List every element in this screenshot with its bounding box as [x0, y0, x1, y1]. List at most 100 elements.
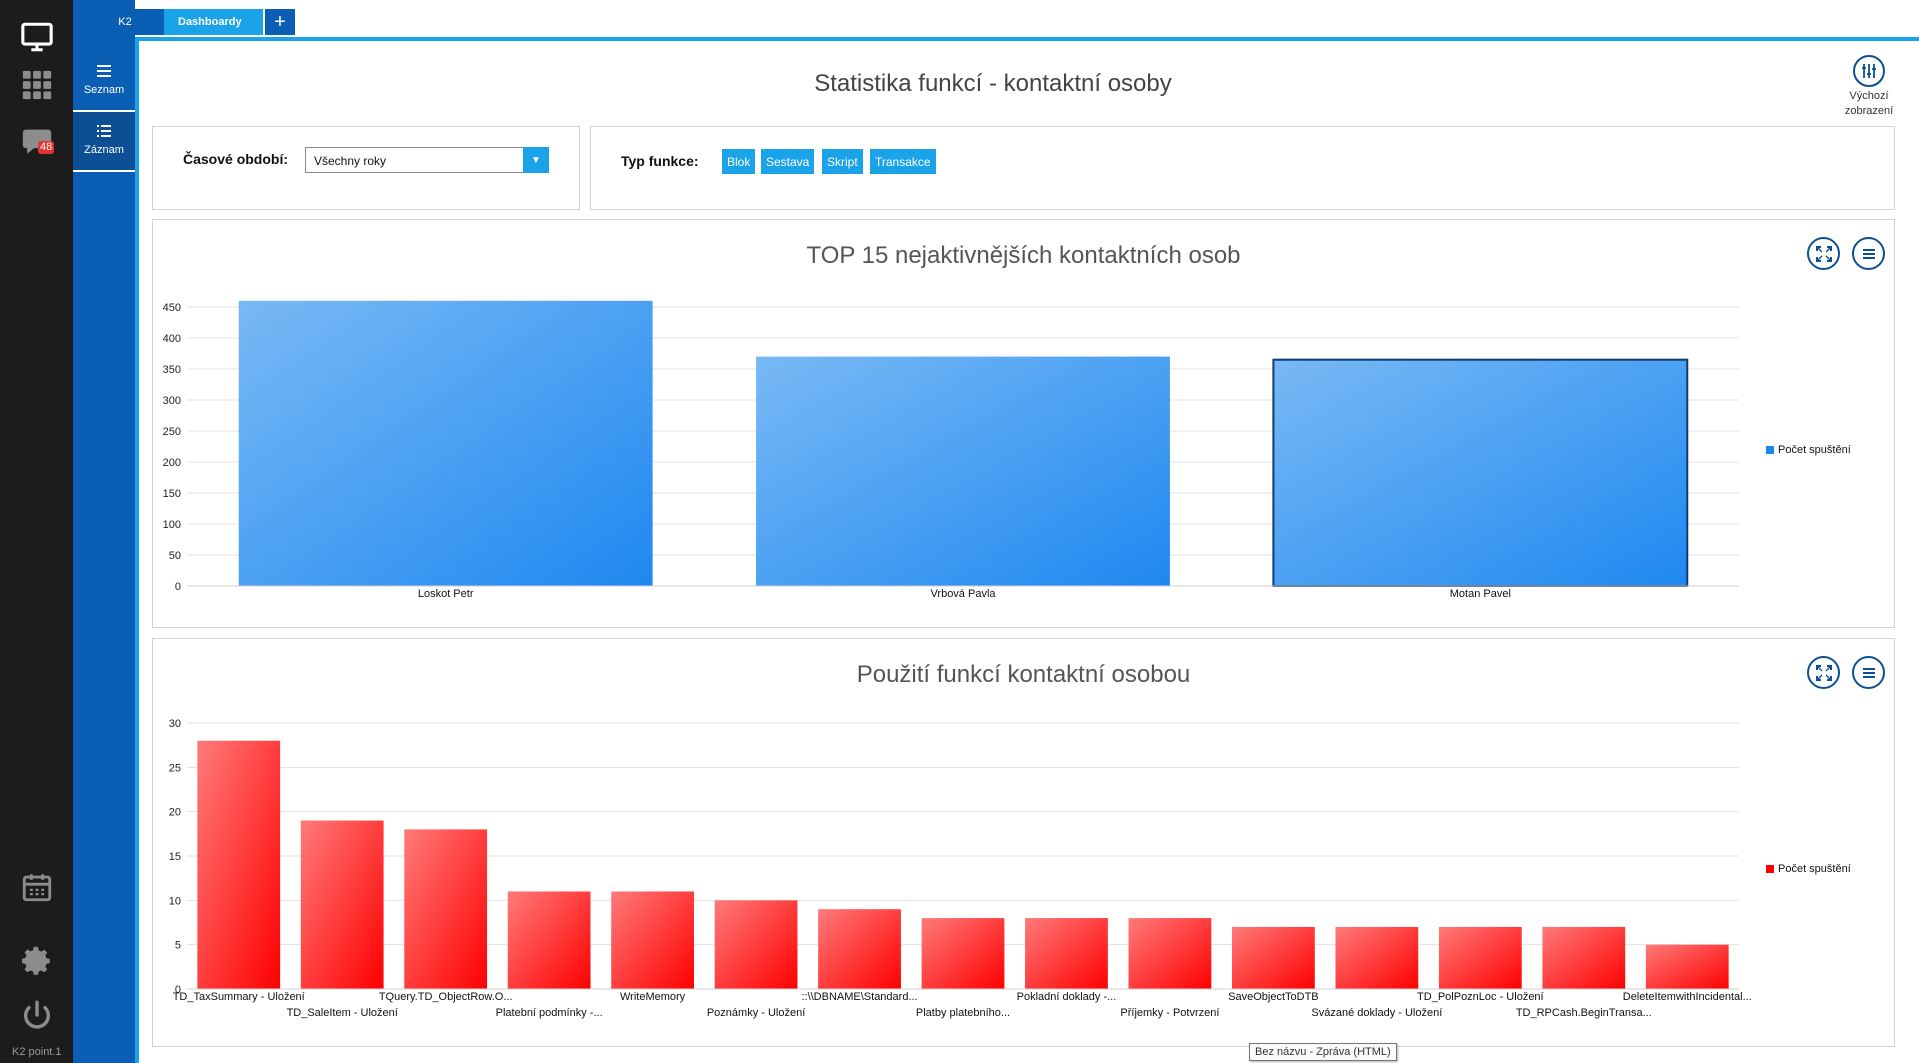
chart-function-usage-plot: 0 5 10 15 20 25 30 TD_TaxSummary - Uložení TD_Sa… — [169, 718, 1752, 1019]
default-view-label: zobrazení — [1844, 105, 1894, 117]
x-tick-label: DeleteItemwithIncidental... — [1623, 991, 1752, 1003]
chart-menu-button[interactable] — [1852, 237, 1885, 270]
x-tick-label: Vrbová Pavla — [930, 588, 996, 600]
chart-title: Použití funkcí kontaktní osobou — [856, 661, 1191, 688]
chart-legend[interactable]: Počet spuštění — [1766, 444, 1851, 456]
divider — [73, 170, 135, 172]
y-tick-label: 5 — [175, 940, 181, 952]
divider — [73, 110, 135, 112]
bar[interactable] — [1542, 926, 1626, 989]
y-tick-label: 350 — [163, 364, 181, 376]
bar[interactable] — [238, 300, 653, 586]
x-tick-label: SaveObjectToDTB — [1228, 991, 1318, 1003]
y-tick-label: 10 — [169, 895, 181, 907]
bar[interactable] — [507, 891, 591, 989]
type-chip-blok[interactable]: Blok — [722, 149, 756, 174]
bar[interactable] — [197, 740, 281, 989]
tab-k2[interactable]: K2 — [86, 9, 164, 35]
y-tick-label: 100 — [163, 519, 181, 531]
x-tick-label: Motan Pavel — [1450, 588, 1511, 600]
period-label: Časové období: — [183, 151, 289, 167]
y-tick-label: 400 — [163, 333, 181, 345]
period-filter-panel: Časové období: Všechny roky ▼ — [152, 126, 580, 210]
bar[interactable] — [404, 829, 488, 989]
x-tick-label: Pokladní doklady -... — [1017, 991, 1117, 1003]
calendar-icon[interactable] — [18, 868, 56, 906]
bar[interactable] — [1438, 926, 1522, 989]
type-label: Typ funkce: — [621, 153, 699, 169]
x-tick-label: TD_RPCash.BeginTransa... — [1516, 1007, 1652, 1019]
sliders-icon — [1853, 55, 1885, 87]
period-select[interactable]: Všechny roky ▼ — [305, 147, 549, 173]
chart-top15-panel: TOP 15 nejaktivnějších kontaktních osob … — [152, 219, 1895, 628]
tab-bar: K2 Dashboardy + — [86, 9, 295, 35]
gear-icon[interactable] — [18, 942, 56, 980]
taskbar-tooltip: Bez názvu - Zpráva (HTML) — [1249, 1043, 1397, 1061]
x-tick-label: ::\\DBNAME\Standard... — [801, 991, 917, 1003]
chart-legend[interactable]: Počet spuštění — [1766, 863, 1851, 875]
bar[interactable] — [1335, 926, 1419, 989]
y-tick-label: 30 — [169, 718, 181, 730]
expand-chart-button[interactable] — [1807, 656, 1840, 689]
bar[interactable] — [300, 820, 384, 989]
power-icon[interactable] — [18, 996, 56, 1034]
sub-navigation: Seznam Záznam — [73, 0, 135, 1063]
legend-label: Počet spuštění — [1778, 863, 1851, 875]
y-tick-label: 450 — [163, 302, 181, 314]
menu-icon — [1862, 667, 1875, 678]
x-tick-label: Loskot Petr — [418, 588, 474, 600]
bar[interactable] — [1232, 926, 1315, 989]
legend-swatch — [1766, 446, 1774, 454]
chart-top15-plot: 0 50 100 150 200 250 300 350 400 450 Loskot Petr Vr… — [163, 300, 1739, 600]
bar[interactable] — [1645, 944, 1729, 989]
subnav-item-seznam[interactable]: Seznam — [73, 52, 135, 110]
legend-label: Počet spuštění — [1778, 444, 1851, 456]
chart-menu-button[interactable] — [1852, 656, 1885, 689]
type-chip-sestava[interactable]: Sestava — [761, 149, 815, 174]
y-tick-label: 0 — [175, 984, 181, 996]
x-tick-label: Příjemky - Potvrzení — [1120, 1007, 1219, 1019]
y-tick-label: 250 — [163, 426, 181, 438]
subnav-item-zaznam[interactable]: Záznam — [73, 112, 135, 170]
y-tick-label: 20 — [169, 807, 181, 819]
bar[interactable] — [714, 900, 798, 989]
bar[interactable] — [1128, 918, 1212, 989]
x-tick-label: TQuery.TD_ObjectRow.O... — [379, 991, 513, 1003]
chart-title: TOP 15 nejaktivnějších kontaktních osob — [806, 242, 1241, 269]
expand-chart-button[interactable] — [1807, 237, 1840, 270]
expand-icon — [1815, 245, 1832, 262]
x-tick-label: Svázané doklady - Uložení — [1311, 1007, 1442, 1019]
type-chip-transakce[interactable]: Transakce — [870, 149, 936, 174]
x-tick-label: Poznámky - Uložení — [707, 1007, 805, 1019]
monitor-icon[interactable] — [18, 18, 56, 56]
menu-icon — [1862, 248, 1875, 259]
default-view-button[interactable]: Výchozí zobrazení — [1836, 55, 1902, 119]
x-tick-label: WriteMemory — [620, 991, 686, 1003]
type-chip-skript[interactable]: Skript — [822, 149, 863, 174]
expand-icon — [1815, 664, 1832, 681]
add-tab-button[interactable]: + — [265, 9, 295, 35]
bar[interactable] — [1272, 358, 1689, 587]
bar[interactable] — [1025, 918, 1108, 989]
x-tick-label: Platby platebního... — [916, 1007, 1010, 1019]
bar[interactable] — [611, 891, 694, 989]
y-tick-label: 200 — [163, 457, 181, 469]
type-filter-panel: Typ funkce: Blok Sestava Skript Transakc… — [590, 126, 1895, 210]
notification-badge: 48 — [38, 141, 55, 154]
subnav-item-label: Záznam — [84, 144, 124, 156]
x-tick-label: TD_TaxSummary - Uložení — [173, 991, 305, 1003]
chevron-down-icon[interactable]: ▼ — [523, 147, 549, 173]
y-tick-label: 300 — [163, 395, 181, 407]
bar[interactable] — [818, 909, 901, 989]
y-tick-label: 50 — [169, 550, 181, 562]
default-view-label: Výchozí — [1849, 90, 1889, 102]
app-version: K2 point.1 — [12, 1046, 62, 1058]
y-tick-label: 15 — [169, 851, 181, 863]
bar[interactable] — [921, 918, 1005, 989]
bar[interactable] — [756, 356, 1170, 586]
apps-grid-icon[interactable] — [18, 66, 56, 104]
tab-dashboardy[interactable]: Dashboardy — [164, 9, 263, 35]
y-tick-label: 0 — [175, 581, 181, 593]
subnav-item-label: Seznam — [83, 84, 125, 96]
x-tick-label: Platební podmínky -... — [496, 1007, 603, 1019]
